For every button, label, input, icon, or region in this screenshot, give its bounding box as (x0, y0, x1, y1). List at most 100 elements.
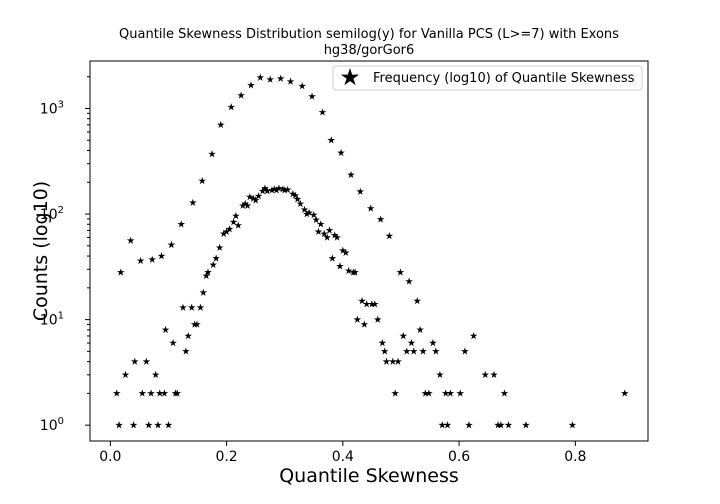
data-point-star (208, 150, 216, 158)
data-point-star (429, 339, 437, 347)
y-axis-label: Counts (log10) (30, 181, 52, 321)
data-point-star (490, 370, 498, 379)
data-point-star (136, 256, 145, 265)
data-point-star (316, 220, 325, 228)
data-point-star (121, 370, 130, 379)
data-point-star (234, 221, 243, 229)
data-point-star (138, 389, 147, 397)
data-point-star (382, 357, 391, 365)
data-point-star (196, 303, 205, 311)
data-point-star (216, 120, 225, 129)
data-point-star (286, 77, 295, 85)
data-point-star (432, 347, 440, 355)
data-point-star (465, 421, 473, 429)
data-point-star (276, 74, 285, 82)
data-point-star (237, 91, 245, 99)
data-point-star (402, 347, 411, 355)
y-tick-label: 101 (40, 311, 64, 329)
data-point-star (144, 421, 153, 429)
data-point-star (117, 268, 125, 276)
data-point-star (325, 226, 334, 234)
data-point-star (169, 339, 177, 347)
legend-entry-label: Frequency (log10) of Quantile Skewness (373, 71, 635, 86)
data-point-star (148, 255, 156, 263)
data-point-star (187, 303, 196, 311)
x-axis-label: Quantile Skewness (279, 465, 459, 487)
data-point-star (164, 421, 173, 429)
data-point-star (215, 243, 224, 251)
data-point-star (344, 266, 353, 275)
data-point-star (328, 254, 337, 262)
data-point-star (318, 108, 327, 116)
data-point-star (353, 315, 362, 323)
data-point-star (419, 347, 427, 355)
x-tick-label: 0.6 (448, 449, 470, 465)
data-point-star (177, 220, 186, 228)
data-point-star (179, 303, 187, 311)
data-point-star (385, 231, 394, 240)
data-point-star (154, 421, 162, 429)
data-point-star (115, 421, 123, 429)
data-point-star (469, 331, 478, 340)
data-point-star (396, 268, 405, 276)
data-point-star (347, 170, 355, 179)
data-point-star (130, 357, 139, 365)
data-point-star (380, 347, 389, 355)
data-point-star (161, 325, 170, 334)
plot-area (89, 60, 649, 442)
chart-title-line2: hg38/gorGor6 (324, 43, 415, 58)
data-point-star (266, 75, 274, 83)
data-point-star (456, 389, 465, 397)
y-tick-label: 103 (40, 100, 64, 118)
data-point-star (157, 252, 166, 260)
data-point-star (356, 187, 365, 195)
data-point-star (436, 370, 444, 379)
data-point-star (232, 211, 240, 220)
data-point-star (336, 262, 344, 270)
data-point-star (327, 136, 336, 144)
data-point-star (620, 389, 629, 397)
y-axis-ticks: 100 101 102 103 (40, 76, 90, 434)
data-point-star (204, 268, 212, 276)
data-point-star (182, 347, 190, 355)
data-point-star (409, 347, 418, 355)
data-point-star (416, 325, 424, 334)
data-point-star (366, 204, 375, 212)
legend-box (332, 65, 643, 91)
data-point-star (405, 277, 413, 285)
data-point-star (568, 421, 577, 429)
legend: Frequency (log10) of Quantile Skewness (332, 65, 643, 91)
data-point-star (461, 347, 469, 355)
x-tick-label: 0.2 (215, 449, 237, 465)
data-point-star (500, 389, 509, 397)
data-point-star (504, 421, 513, 429)
data-point-star (227, 103, 236, 111)
x-tick-label: 0.4 (332, 449, 354, 465)
data-point-star (112, 389, 121, 397)
data-point-star (199, 288, 208, 296)
data-point-star (413, 297, 422, 305)
data-point-star (147, 389, 155, 397)
chart-title-line1: Quantile Skewness Distribution semilog(y… (119, 27, 619, 42)
data-point-star (129, 421, 138, 429)
y-tick-label: 102 (40, 205, 64, 223)
x-tick-label: 0.0 (99, 449, 121, 465)
data-point-star (314, 227, 323, 235)
data-point-star (184, 331, 193, 340)
data-point-star (151, 370, 160, 379)
data-point-star (198, 176, 206, 185)
x-axis-ticks: 0.0 0.2 0.4 0.6 0.8 (99, 441, 586, 465)
data-point-star (337, 148, 345, 157)
data-point-star (376, 215, 385, 223)
data-points (112, 73, 629, 429)
x-tick-label: 0.8 (564, 449, 586, 465)
data-point-star (522, 421, 530, 429)
data-point-star (481, 370, 490, 379)
data-point-star (373, 315, 382, 323)
data-point-star (360, 320, 369, 328)
data-point-star (126, 236, 135, 244)
data-point-star (378, 339, 387, 347)
data-point-star (212, 254, 220, 262)
data-point-star (167, 240, 176, 249)
